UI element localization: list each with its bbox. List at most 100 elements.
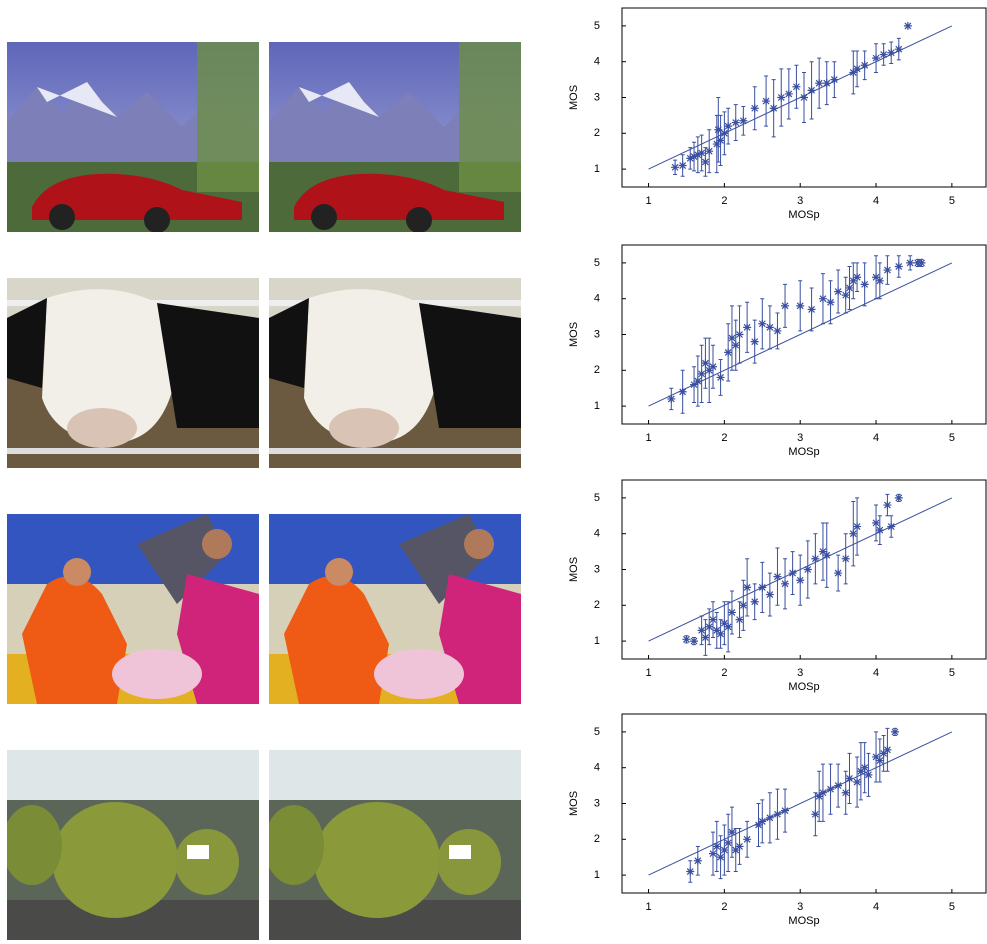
point xyxy=(887,522,896,531)
point xyxy=(705,147,714,156)
point xyxy=(891,727,899,736)
y-tick-label: 2 xyxy=(594,599,600,611)
point xyxy=(701,157,710,166)
point xyxy=(773,572,782,581)
image-grid xyxy=(7,42,521,940)
point xyxy=(815,79,824,88)
point xyxy=(830,75,839,84)
point xyxy=(903,21,912,30)
point xyxy=(875,756,884,765)
point xyxy=(811,810,820,819)
point xyxy=(845,283,854,292)
point xyxy=(883,745,892,754)
point xyxy=(883,501,892,510)
point xyxy=(727,334,736,343)
point xyxy=(807,86,816,95)
point xyxy=(879,749,888,758)
point xyxy=(754,820,763,829)
x-tick-label: 3 xyxy=(797,901,803,913)
y-tick-label: 1 xyxy=(594,869,600,881)
point xyxy=(739,116,748,125)
point xyxy=(743,323,752,332)
point xyxy=(822,551,831,560)
point xyxy=(750,597,759,606)
y-tick-label: 5 xyxy=(594,726,600,738)
point xyxy=(841,554,850,563)
point xyxy=(697,626,706,635)
point xyxy=(712,626,721,635)
point xyxy=(678,161,687,170)
point xyxy=(727,828,736,837)
x-tick-label: 4 xyxy=(873,432,879,444)
point xyxy=(894,45,903,54)
point xyxy=(750,337,759,346)
point xyxy=(682,635,691,644)
point xyxy=(735,842,744,851)
point xyxy=(705,622,714,631)
point xyxy=(853,778,862,787)
point xyxy=(709,615,717,624)
x-tick-label: 5 xyxy=(949,195,955,207)
point xyxy=(834,781,843,790)
point xyxy=(690,380,699,389)
point xyxy=(841,291,850,300)
plots: 1 2 3 4 5 1 2 3 4 5 MOSp MOS 1 2 3 4 5 1 2 3 4 5 MOSp MOS 1 2 3 4 5 1… xyxy=(568,7,987,927)
point xyxy=(765,323,774,332)
point xyxy=(781,579,790,588)
point xyxy=(796,576,805,585)
point xyxy=(811,554,820,563)
point xyxy=(724,838,733,847)
point xyxy=(906,258,915,267)
point xyxy=(739,601,748,610)
x-tick-label: 2 xyxy=(721,901,727,913)
y-axis-label: MOS xyxy=(568,85,580,110)
x-axis-label: MOSp xyxy=(788,209,819,221)
point xyxy=(690,152,699,161)
point xyxy=(792,82,801,91)
point xyxy=(853,522,862,531)
x-tick-label: 1 xyxy=(645,901,651,913)
y-tick-label: 2 xyxy=(594,364,600,376)
point xyxy=(826,785,835,794)
point xyxy=(712,842,721,851)
point xyxy=(864,770,873,779)
x-tick-label: 4 xyxy=(873,667,879,679)
point xyxy=(784,89,793,98)
point xyxy=(716,136,725,145)
point xyxy=(693,856,702,865)
point xyxy=(716,629,725,638)
point xyxy=(758,817,767,826)
y-tick-label: 3 xyxy=(594,328,600,340)
point xyxy=(818,788,827,797)
point xyxy=(750,104,759,113)
point xyxy=(777,93,786,102)
point xyxy=(872,518,881,527)
point xyxy=(788,569,797,578)
point xyxy=(697,148,706,157)
point xyxy=(834,569,843,578)
point xyxy=(800,93,808,102)
point xyxy=(872,273,881,282)
y-tick-label: 4 xyxy=(594,528,600,540)
point xyxy=(701,359,710,368)
point xyxy=(731,846,740,855)
point xyxy=(731,341,740,350)
point xyxy=(894,493,903,502)
x-tick-label: 4 xyxy=(873,901,879,913)
point xyxy=(690,637,699,646)
x-tick-label: 3 xyxy=(797,667,803,679)
y-tick-label: 5 xyxy=(594,492,600,504)
point xyxy=(735,330,744,339)
point xyxy=(856,767,865,776)
point xyxy=(714,125,723,134)
x-tick-label: 2 xyxy=(721,432,727,444)
point xyxy=(872,752,881,761)
point xyxy=(853,64,862,73)
y-tick-label: 4 xyxy=(594,762,600,774)
point xyxy=(693,377,702,386)
point xyxy=(818,547,827,556)
y-tick-label: 4 xyxy=(594,56,600,68)
point xyxy=(773,326,782,335)
point xyxy=(860,763,869,772)
y-tick-label: 3 xyxy=(594,563,600,575)
